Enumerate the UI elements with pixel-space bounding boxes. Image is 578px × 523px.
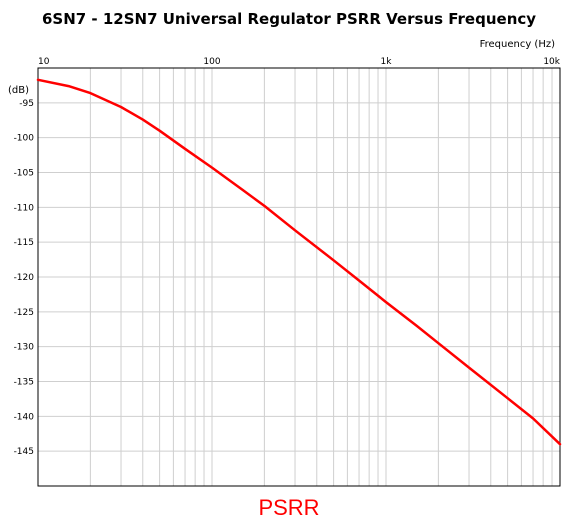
y-tick-label: -135 [14,378,34,388]
y-tick-label: -145 [14,447,34,457]
x-axis-label: Frequency (Hz) [480,39,556,50]
tick-labels: 10 100 1k 10k -95 -100 -105 -110 -115 -120 -125 -13… [14,57,561,457]
y-axis-label: (dB) [8,85,29,96]
x-tick-label: 10 [38,57,50,67]
y-tick-label: -125 [14,308,34,318]
grid [38,68,560,486]
x-tick-label: 100 [203,57,220,67]
series-line-psrr [36,78,562,446]
y-tick-label: -100 [14,134,35,144]
y-tick-label: -110 [14,203,35,213]
y-tick-label: -115 [14,238,34,248]
y-tick-label: -140 [14,412,35,422]
plot-area-border [37,67,561,487]
y-tick-label: -130 [14,343,35,353]
y-tick-label: -120 [14,273,35,283]
legend-label: PSRR [258,495,319,520]
y-tick-label: -95 [19,99,34,109]
x-tick-label: 1k [381,57,393,67]
legend: PSRR [258,495,319,520]
y-tick-label: -105 [14,169,34,179]
series-layer [36,78,562,446]
x-tick-label: 10k [543,57,560,67]
chart-title: 6SN7 - 12SN7 Universal Regulator PSRR Ve… [42,10,536,28]
